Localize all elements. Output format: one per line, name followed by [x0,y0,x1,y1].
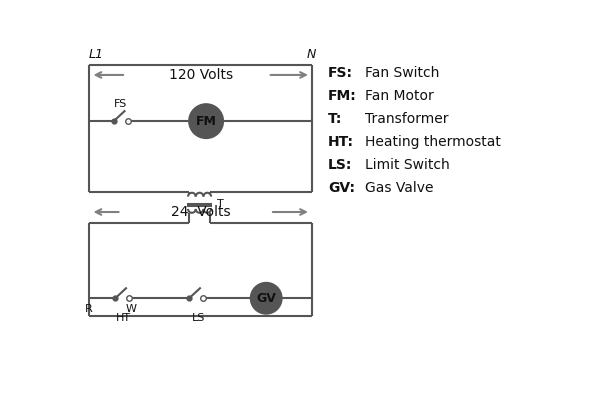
Text: T: T [217,199,224,209]
Text: FS: FS [114,99,127,109]
Text: R: R [85,304,93,314]
Text: Fan Switch: Fan Switch [365,66,439,80]
Text: T:: T: [328,112,342,126]
Circle shape [251,283,281,314]
Text: Heating thermostat: Heating thermostat [365,135,501,149]
Text: FM:: FM: [328,89,356,103]
Text: W: W [126,304,137,314]
Circle shape [189,104,223,138]
Text: HT:: HT: [328,135,354,149]
Text: FM: FM [196,115,217,128]
Text: GV: GV [256,292,276,305]
Text: FS:: FS: [328,66,353,80]
Text: GV:: GV: [328,181,355,195]
Text: Fan Motor: Fan Motor [365,89,434,103]
Text: Gas Valve: Gas Valve [365,181,433,195]
Text: N: N [306,48,316,61]
Text: Transformer: Transformer [365,112,448,126]
Text: Limit Switch: Limit Switch [365,158,450,172]
Text: 120 Volts: 120 Volts [169,68,233,82]
Text: LS:: LS: [328,158,352,172]
Text: LS: LS [192,313,205,323]
Text: HT: HT [116,313,130,323]
Text: L1: L1 [89,48,104,61]
Text: 24  Volts: 24 Volts [171,205,231,219]
